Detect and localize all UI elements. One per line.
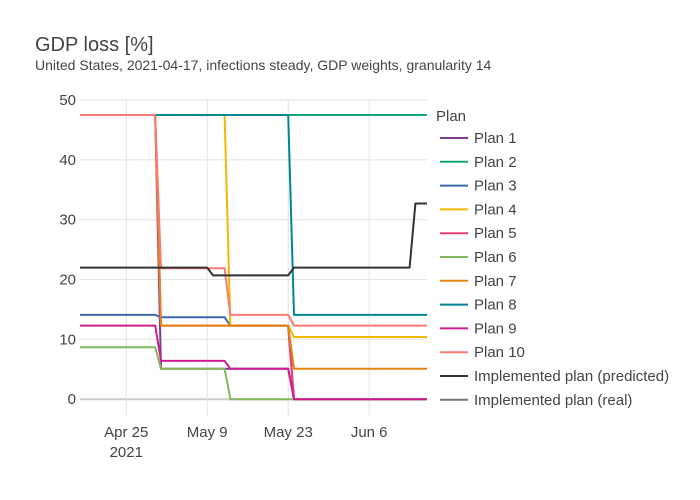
y-tick-label: 0 [68, 391, 76, 408]
legend: Plan 1 Plan 2 Plan 3 Plan 4 Plan 5 Plan 6 Plan… [440, 130, 669, 409]
x-tick-sublabel: 2021 [110, 444, 143, 461]
series-line-implemented-plan-predicted [80, 202, 427, 277]
x-tick-label: May 23 [264, 424, 313, 441]
x-tick-label: Jun 6 [351, 424, 388, 441]
series-line-plan-8 [80, 114, 427, 316]
legend-label: Plan 7 [474, 273, 517, 290]
legend-label: Implemented plan (real) [474, 392, 632, 409]
series-line-plan-9 [80, 324, 427, 401]
legend-label: Plan 6 [474, 249, 517, 266]
y-tick-label: 10 [59, 331, 76, 348]
series-line-plan-10 [80, 114, 427, 327]
x-tick-label: May 9 [187, 424, 228, 441]
series-line-plan-5 [80, 114, 427, 401]
series-line-plan-7 [80, 114, 427, 370]
plot-lines [80, 114, 427, 401]
legend-label: Plan 5 [474, 225, 517, 242]
legend-label: Implemented plan (predicted) [474, 368, 669, 385]
legend-label: Plan 2 [474, 154, 517, 171]
legend-label: Plan 3 [474, 178, 517, 195]
chart-subtitle: United States, 2021-04-17, infections st… [35, 57, 492, 73]
chart-title: GDP loss [%] [35, 34, 154, 56]
x-axis: Apr 25 2021 May 9 May 23 Jun 6 [104, 424, 387, 461]
series-line-plan-1 [80, 114, 427, 401]
y-axis: 0 10 20 30 40 50 [59, 92, 76, 408]
series-line-plan-3 [80, 313, 427, 401]
series-line-plan-4 [80, 114, 427, 338]
legend-label: Plan 1 [474, 130, 517, 147]
series-line-plan-6 [80, 346, 427, 401]
legend-label: Plan 4 [474, 201, 517, 218]
legend-label: Plan 10 [474, 344, 525, 361]
y-tick-label: 40 [59, 152, 76, 169]
y-tick-label: 30 [59, 212, 76, 229]
y-tick-label: 50 [59, 92, 76, 109]
x-tick-label: Apr 25 [104, 424, 148, 441]
legend-label: Plan 9 [474, 320, 517, 337]
legend-label: Plan 8 [474, 297, 517, 314]
y-tick-label: 20 [59, 272, 76, 289]
legend-title: Plan [436, 108, 466, 125]
